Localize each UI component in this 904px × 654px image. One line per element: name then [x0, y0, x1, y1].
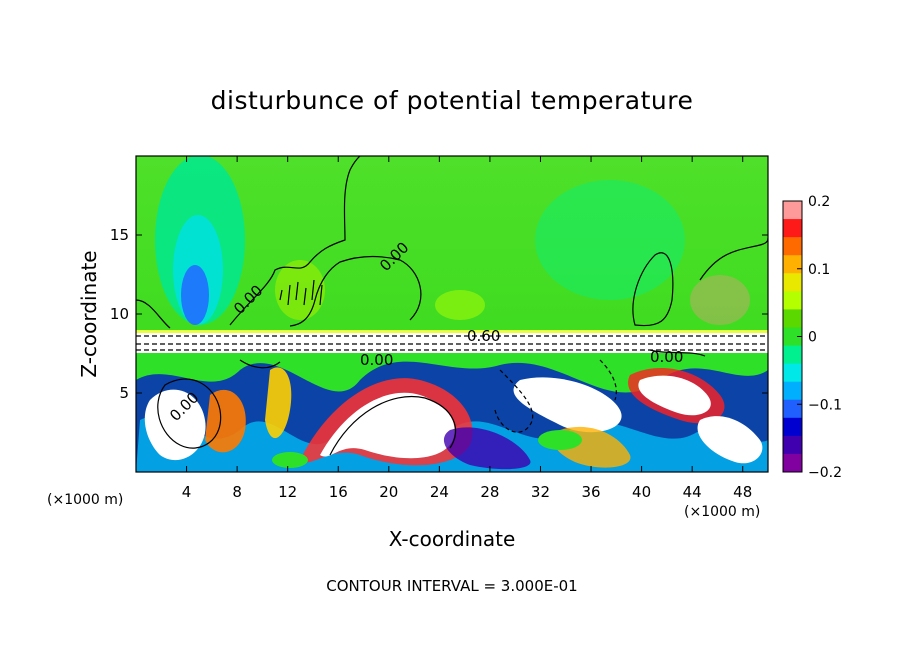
x-axis: 4 8 12 16 20 24 28 32 36 40 44 48: [182, 156, 752, 501]
warm-patch: [435, 290, 485, 320]
temperature-field: [136, 156, 768, 472]
contour-line: [279, 279, 323, 306]
x-tick-label: 32: [531, 483, 550, 501]
colorbar-swatch: [783, 309, 802, 328]
colorbar-tick-label: 0.1: [808, 262, 830, 278]
colorbar-swatch: [783, 291, 802, 310]
colorbar-tick-label: −0.2: [808, 465, 842, 481]
chart-title: disturbunce of potential temperature: [210, 86, 694, 115]
warm-patch: [275, 260, 325, 320]
x-tick-label: 44: [683, 483, 702, 501]
colorbar-swatch: [783, 273, 802, 292]
y-tick-label: 10: [110, 305, 129, 323]
colorbar-tick-label: 0.2: [808, 194, 830, 210]
contour-line: [157, 378, 222, 449]
x-tick-label: 48: [733, 483, 752, 501]
x-tick-label: 40: [632, 483, 651, 501]
y-axis: 5 10 15: [110, 226, 768, 402]
contour-lines: [136, 156, 768, 456]
swirl-white: [697, 416, 763, 464]
colorbar-swatch: [783, 435, 802, 455]
x-tick-label: 12: [278, 483, 297, 501]
x-unit-label-right: (×1000 m): [684, 504, 760, 520]
x-unit-label-left: (×1000 m): [47, 492, 123, 508]
colorbar: 0.2 0.1 0 −0.1 −0.2: [782, 194, 842, 481]
colorbar-swatch: [783, 201, 802, 220]
colorbar-swatch: [783, 453, 802, 473]
x-tick-label: 8: [232, 483, 242, 501]
swirl-white: [638, 375, 711, 416]
swirl-green: [272, 452, 308, 468]
upper-green-patch: [535, 180, 685, 300]
warm-swirl-core: [320, 392, 455, 459]
swirl-white: [144, 389, 206, 461]
warm-patch: [690, 275, 750, 325]
contour-line: [239, 359, 281, 369]
colorbar-swatch: [783, 381, 802, 401]
contour-label: 0.60: [467, 327, 500, 345]
colorbar-swatch: [783, 219, 802, 238]
swirl-white: [513, 377, 622, 433]
contour-line: [136, 156, 361, 329]
colorbar-tick-label: −0.1: [808, 397, 842, 413]
x-tick-label: 16: [329, 483, 348, 501]
contour-line: [136, 335, 768, 351]
x-axis-title: X-coordinate: [389, 527, 516, 551]
y-axis-title: Z-coordinate: [77, 250, 101, 377]
colorbar-swatch: [783, 255, 802, 274]
x-tick-label: 4: [182, 483, 192, 501]
swirl-yellow: [265, 367, 292, 439]
contour-label: 0.00: [650, 348, 683, 366]
x-tick-label: 20: [379, 483, 398, 501]
colorbar-swatch: [783, 399, 802, 419]
contour-line: [289, 255, 422, 327]
colorbar-tick-label: 0: [808, 330, 817, 346]
tropopause-band: [136, 333, 768, 353]
x-tick-label: 28: [480, 483, 499, 501]
contour-line: [599, 359, 617, 401]
x-tick-label: 36: [581, 483, 600, 501]
contour-line: [329, 396, 457, 456]
contour-line: [632, 252, 674, 327]
colorbar-swatch: [783, 417, 802, 437]
swirl-green: [538, 430, 582, 450]
x-tick-label: 24: [430, 483, 449, 501]
y-tick-label: 15: [110, 226, 129, 244]
colorbar-swatch: [783, 327, 802, 347]
contour-interval-note: CONTOUR INTERVAL = 3.000E-01: [326, 577, 578, 595]
contour-line: [494, 369, 534, 433]
colorbar-swatch: [783, 363, 802, 383]
contour-label: 0.00: [360, 351, 393, 369]
cold-core: [181, 265, 209, 325]
swirl-purple: [443, 427, 531, 470]
contour-line: [649, 349, 706, 357]
colorbar-swatch: [783, 237, 802, 256]
y-tick-label: 5: [119, 384, 129, 402]
colorbar-swatch: [783, 345, 802, 365]
